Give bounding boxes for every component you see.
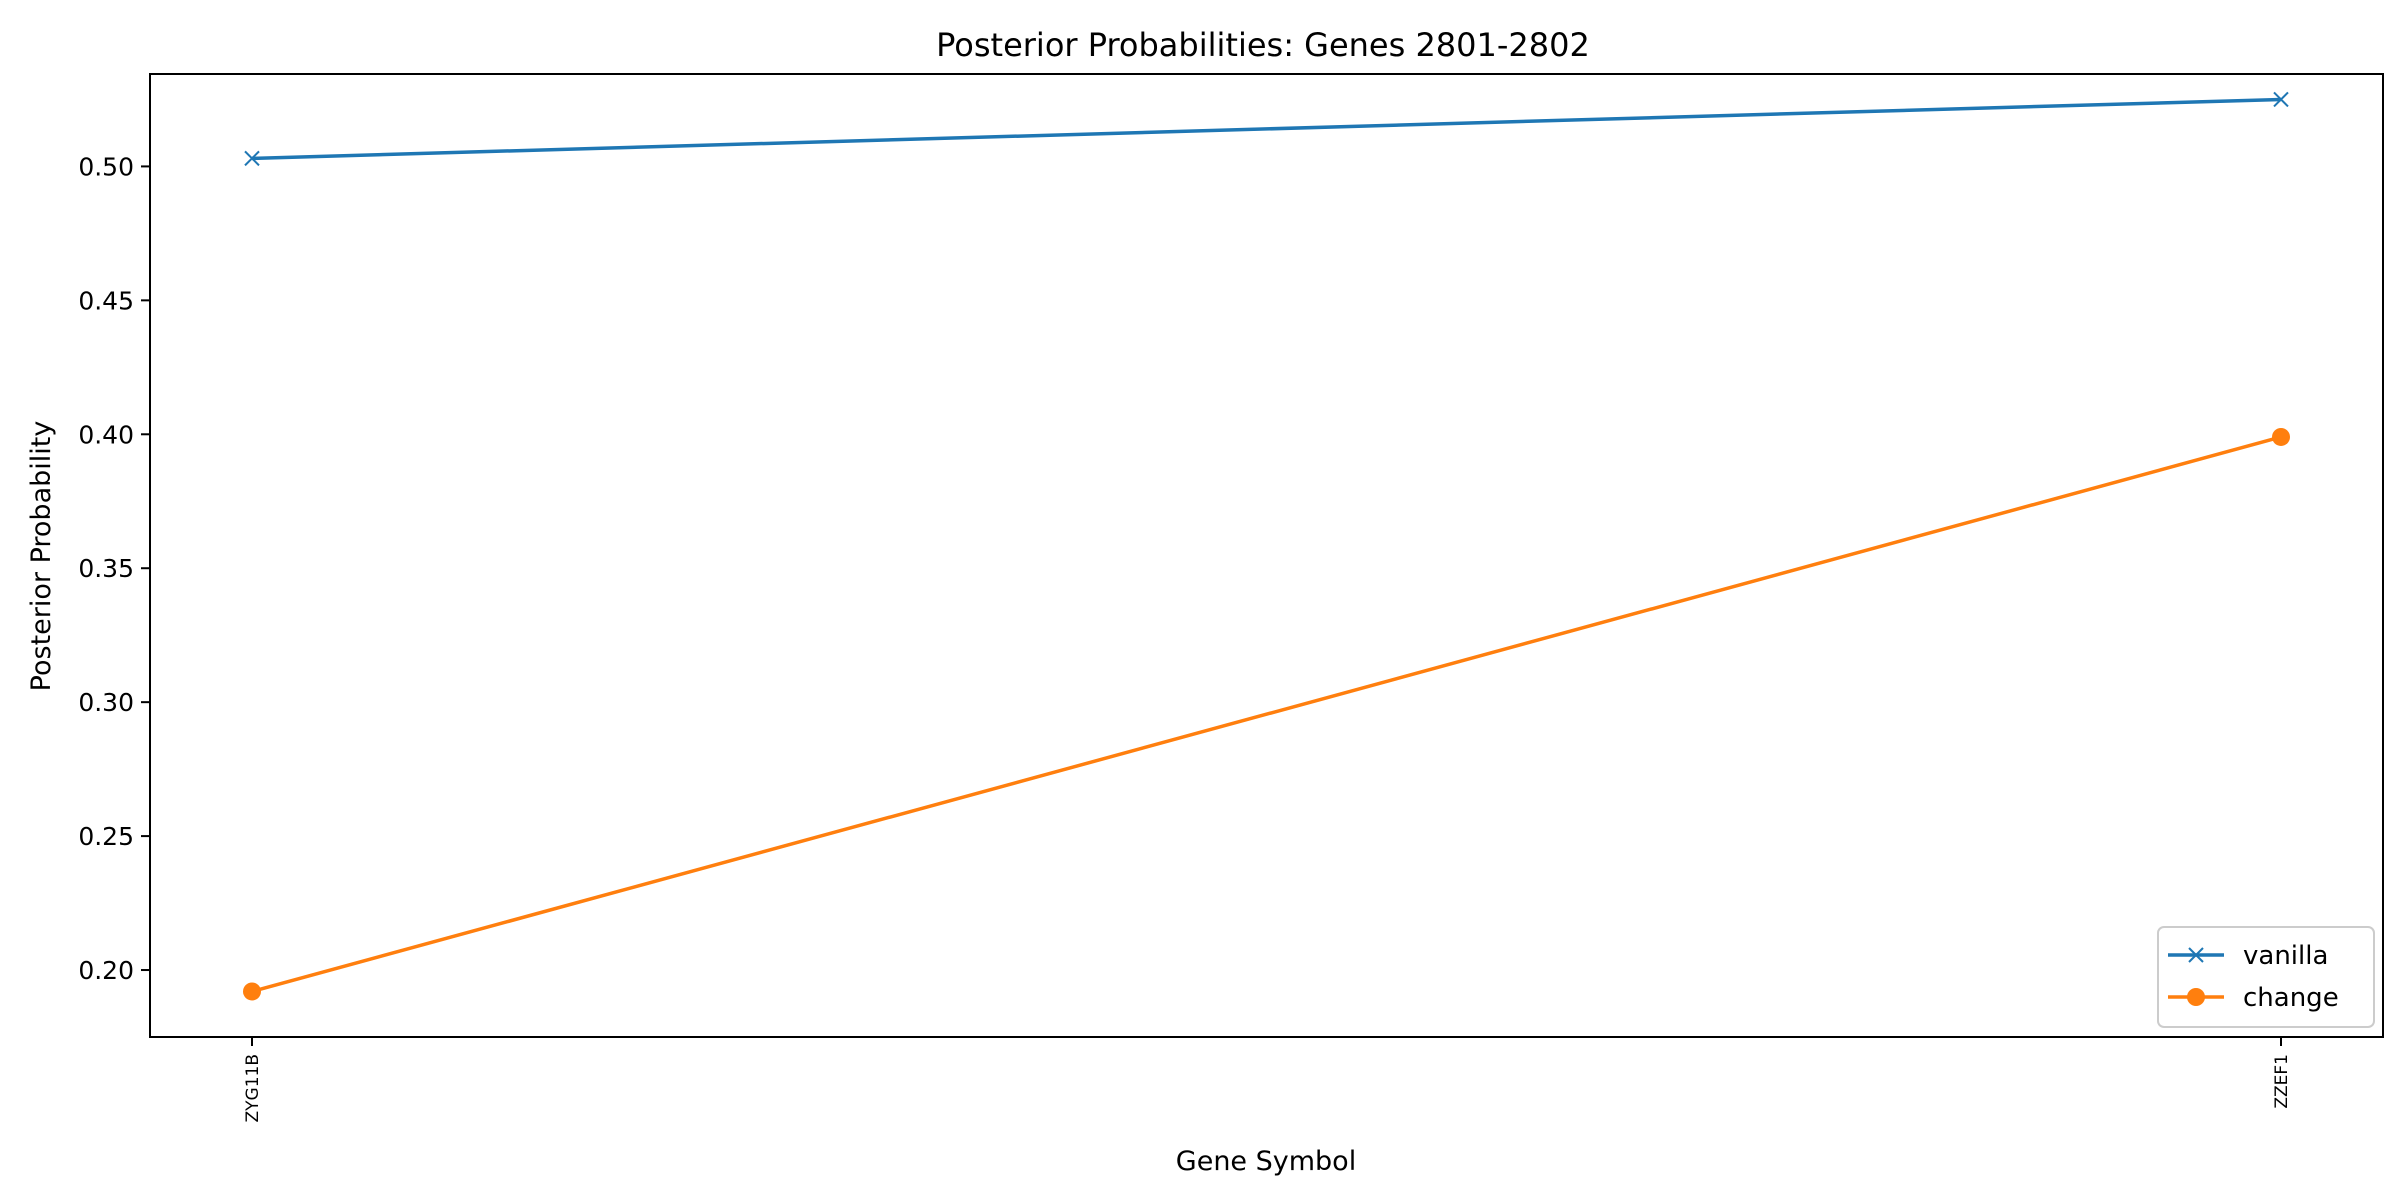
y-tick-label: 0.20 xyxy=(78,956,134,985)
legend-label: change xyxy=(2243,983,2339,1013)
y-axis: 0.20 0.25 0.30 0.35 0.40 0.45 0.50 xyxy=(78,152,150,985)
change-point xyxy=(243,982,261,1001)
change-point xyxy=(2272,427,2290,446)
series-change xyxy=(243,427,2290,1001)
chart-title: Posterior Probabilities: Genes 2801-2802 xyxy=(936,26,1590,64)
series-vanilla xyxy=(244,91,2289,167)
legend-box xyxy=(2157,926,2375,1028)
legend-marker xyxy=(2187,988,2205,1006)
legend-item-change: change xyxy=(2168,983,2339,1013)
x-axis-label: Gene Symbol xyxy=(1176,1146,1356,1177)
legend-marker xyxy=(2188,947,2204,963)
legend-label: vanilla xyxy=(2243,941,2328,971)
series-layer xyxy=(243,91,2290,1001)
y-tick-label: 0.45 xyxy=(78,286,134,315)
vanilla-point xyxy=(2273,91,2289,108)
y-tick-label: 0.40 xyxy=(78,420,134,449)
legend: vanilla change xyxy=(2157,926,2375,1028)
vanilla-line xyxy=(251,97,2282,161)
plot-area xyxy=(150,74,2383,1037)
y-tick-label: 0.25 xyxy=(78,822,134,851)
x-axis: ZYG11B ZZEF1 xyxy=(243,1037,2292,1123)
y-tick-label: 0.30 xyxy=(78,688,134,717)
y-tick-label: 0.50 xyxy=(78,152,134,181)
vanilla-point xyxy=(244,150,260,167)
plot-frame xyxy=(149,73,2384,1038)
legend-item-vanilla: vanilla xyxy=(2168,941,2328,971)
x-tick-label: ZYG11B xyxy=(243,1054,263,1123)
y-axis-label: Posterior Probability xyxy=(26,421,57,692)
change-line xyxy=(251,435,2282,994)
x-tick-label: ZZEF1 xyxy=(2272,1054,2292,1109)
y-tick-label: 0.35 xyxy=(78,554,134,583)
